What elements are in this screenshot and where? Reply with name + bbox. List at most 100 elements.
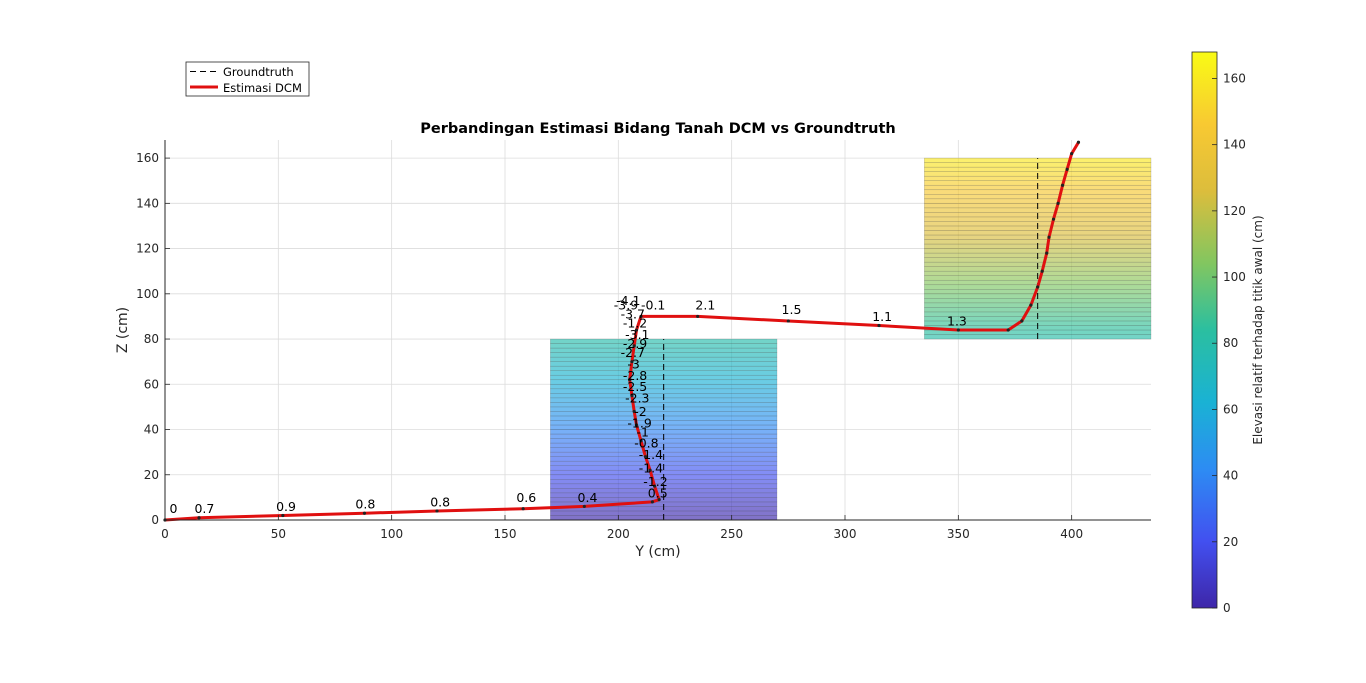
estimation-point (648, 468, 652, 472)
estimation-point (1056, 201, 1060, 205)
segment-label: -2.3 (625, 390, 649, 405)
x-axis-label: Y (cm) (634, 544, 680, 560)
estimation-point (281, 513, 285, 518)
legend-box (185, 61, 310, 97)
estimation-point (1006, 328, 1010, 332)
estimation-point (1065, 167, 1069, 172)
colorbar-tick-label: 0 (1223, 601, 1231, 615)
groundtruth-band (924, 198, 1152, 204)
x-tick-label: 50 (271, 527, 286, 541)
y-axis-label: Z (cm) (115, 307, 131, 353)
x-tick-label: 400 (1060, 527, 1083, 541)
estimation-point (1061, 183, 1065, 187)
segment-label: 0.5 (648, 485, 668, 500)
estimation-point (582, 504, 586, 509)
estimation-point (1051, 217, 1056, 221)
segment-label: 2.1 (695, 298, 715, 313)
estimation-point (1076, 140, 1081, 144)
segment-label: -3 (627, 356, 639, 371)
segment-label: -1.4 (639, 447, 663, 462)
legend: Groundtruth Estimasi DCM (185, 61, 310, 97)
chart-title: Perbandingan Estimasi Bidang Tanah DCM v… (420, 121, 896, 137)
y-tick-label: 120 (136, 242, 159, 256)
segment-label: 1.3 (947, 313, 967, 328)
estimation-point (362, 511, 367, 515)
colorbar-tick-label: 160 (1223, 71, 1246, 85)
x-tick-label: 250 (720, 527, 743, 541)
x-tick-label: 0 (161, 527, 169, 541)
x-tick-label: 300 (834, 527, 857, 541)
segment-label: -1.9 (627, 415, 651, 430)
segment-label: -4.1 (616, 293, 640, 308)
estimation-line (163, 140, 1081, 522)
segment-labels: 0 0.7 0.9 0.8 0.8 0.6 0.4 0.5-1.2-1.4-1.4-0.8-1… (170, 293, 967, 516)
y-tick-label: 20 (144, 468, 159, 482)
estimation-point (1070, 151, 1074, 156)
y-tick-label: 100 (136, 287, 159, 301)
estimation-point (1029, 303, 1033, 307)
estimation-point (1020, 319, 1024, 323)
legend-estimation-label: Estimasi DCM (223, 81, 302, 95)
segment-label: -2.7 (621, 345, 645, 360)
segment-label: -3.1 (625, 327, 649, 342)
colorbar-tick-label: 140 (1223, 138, 1246, 152)
y-tick-labels: 0 20 40 60 80 100 120 140 160 (136, 151, 170, 527)
x-tick-label: 150 (494, 527, 517, 541)
segment-label: -0.1 (641, 298, 665, 313)
y-tick-label: 80 (144, 332, 159, 346)
y-tick-label: 60 (144, 377, 159, 391)
estimation-point (634, 328, 639, 332)
segment-label: 0.9 (276, 499, 296, 514)
colorbar-tick-label: 40 (1223, 469, 1238, 483)
estimation-point (650, 500, 654, 504)
plot-area: 0 0.7 0.9 0.8 0.8 0.6 0.4 0.5-1.2-1.4-1.4-0.8-1… (136, 140, 1152, 541)
y-tick-label: 160 (136, 151, 159, 165)
y-tick-label: 0 (151, 513, 159, 527)
segment-label: -1.2 (643, 474, 667, 489)
colorbar-tick-label: 60 (1223, 402, 1238, 416)
estimation-point (956, 328, 960, 332)
segment-label: 0 (170, 501, 178, 516)
estimation-point (786, 319, 790, 323)
estimation-point (197, 516, 201, 520)
y-tick-label: 40 (144, 423, 159, 437)
y-tick-label: 140 (136, 196, 159, 210)
estimation-point (643, 455, 648, 459)
estimation-point (1040, 269, 1044, 273)
colorbar-tick-label: 100 (1223, 270, 1246, 284)
estimation-point (639, 314, 643, 319)
estimation-point (630, 360, 634, 364)
segment-label: -1 (636, 424, 648, 439)
segment-label: -3.7 (621, 307, 645, 322)
estimation-point (1047, 235, 1051, 239)
segment-label: -3.9 (614, 298, 638, 313)
colorbar-tick-labels: 0 20 40 60 80 100 120 140 160 (1212, 71, 1246, 615)
estimation-point (639, 439, 643, 443)
estimation-point (628, 378, 632, 382)
segment-label: -2.9 (623, 336, 647, 351)
segment-label: 0.8 (355, 497, 375, 512)
colorbar: 0 20 40 60 80 100 120 140 160 Elevasi relatif te… (1191, 51, 1265, 615)
estimation-point (632, 344, 636, 348)
segment-label: -2 (634, 404, 646, 419)
estimation-point (1036, 285, 1040, 289)
estimation-point (634, 423, 639, 427)
groundtruth-lines (663, 158, 1039, 520)
estimation-point (657, 498, 661, 502)
x-tick-labels: 0 50 100 150 200 250 300 350 400 (161, 515, 1083, 541)
estimation-point (877, 323, 881, 328)
estimation-point (653, 484, 657, 488)
colorbar-tick-label: 80 (1223, 336, 1238, 350)
legend-groundtruth-label: Groundtruth (223, 65, 294, 79)
segment-label: -1.4 (639, 461, 663, 476)
colorbar-tick-label: 20 (1223, 535, 1238, 549)
segment-label: 0.6 (516, 490, 536, 505)
segment-label: -2.8 (623, 368, 647, 383)
segment-label: 0.8 (430, 494, 450, 509)
segment-label: 1.5 (782, 302, 802, 317)
estimation-point (435, 509, 439, 513)
estimation-point (521, 507, 525, 511)
colorbar-tick-label: 120 (1223, 204, 1246, 218)
estimation-point (630, 393, 634, 398)
